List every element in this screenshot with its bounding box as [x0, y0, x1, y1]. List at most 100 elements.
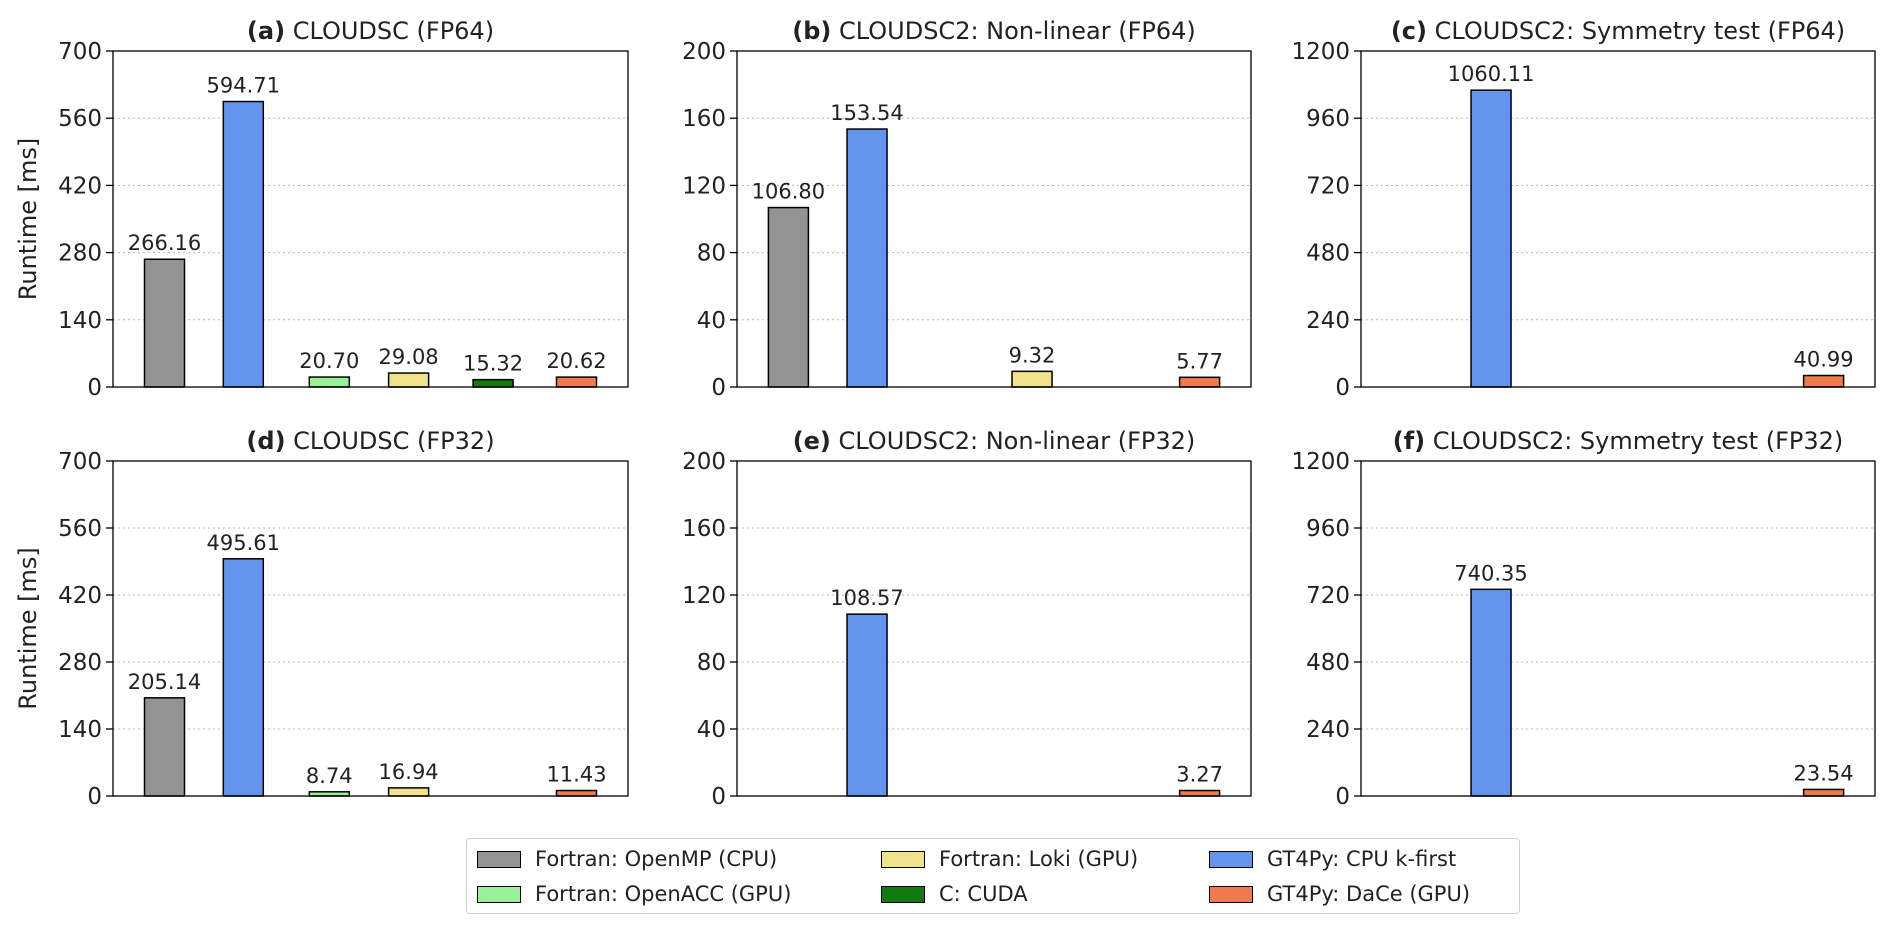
- bar: [1470, 89, 1512, 388]
- legend: Fortran: OpenMP (CPU) Fortran: OpenACC (…: [466, 838, 1520, 914]
- bar: [222, 100, 265, 388]
- data-label: 266.16: [128, 231, 201, 255]
- y-tick-label: 560: [58, 106, 102, 132]
- bar: [555, 789, 598, 797]
- bar: [387, 787, 430, 797]
- legend-label: Fortran: Loki (GPU): [939, 847, 1139, 871]
- bar: [846, 128, 888, 388]
- y-tick-label: 0: [711, 375, 726, 401]
- chart-title: (b) CLOUDSC2: Non-linear (FP64): [792, 17, 1196, 45]
- data-label: 153.54: [830, 101, 903, 125]
- legend-item: Fortran: Loki (GPU): [881, 845, 1138, 873]
- legend-swatch: [881, 850, 925, 868]
- data-label: 20.62: [546, 349, 606, 373]
- data-label: 15.32: [463, 352, 523, 376]
- y-tick-label: 480: [1306, 241, 1350, 267]
- panel-title: CLOUDSC (FP32): [286, 427, 495, 455]
- data-label: 106.80: [752, 180, 825, 204]
- y-tick-label: 280: [58, 241, 102, 267]
- chart-panel: 0 140 280 420 560 700 205.14 495.61 8.74 16.94 11.…: [14, 427, 629, 810]
- data-label: 8.74: [306, 764, 353, 788]
- chart-title: (e) CLOUDSC2: Non-linear (FP32): [793, 427, 1196, 455]
- plot-frame: [112, 460, 629, 797]
- y-tick-label: 80: [697, 241, 726, 267]
- y-tick-label: 120: [682, 173, 726, 199]
- chart-panel: 0 240 480 720 960 1200 740.35 23.54 (f) CLOUDSC2…: [1291, 427, 1876, 810]
- bar: [1802, 374, 1845, 388]
- data-label: 23.54: [1794, 761, 1854, 785]
- panel-letter: (e): [793, 427, 831, 455]
- chart-title: (d) CLOUDSC (FP32): [246, 427, 494, 455]
- y-axis-label: Runtime [ms]: [14, 138, 42, 300]
- data-label: 740.35: [1454, 561, 1527, 585]
- y-tick-label: 0: [87, 784, 102, 810]
- bar: [555, 376, 598, 388]
- chart-panel: 0 140 280 420 560 700 266.16 594.71 20.70 29.08 15…: [14, 17, 629, 401]
- legend-swatch: [477, 885, 521, 903]
- data-label: 9.32: [1009, 343, 1056, 367]
- panel-title: CLOUDSC2: Non-linear (FP32): [831, 427, 1195, 455]
- legend-label: GT4Py: CPU k-first: [1267, 847, 1457, 871]
- y-tick-label: 720: [1306, 583, 1350, 609]
- panel-letter: (c): [1391, 17, 1427, 45]
- y-tick-label: 140: [58, 717, 102, 743]
- y-tick-label: 160: [682, 516, 726, 542]
- legend-label: GT4Py: DaCe (GPU): [1267, 882, 1471, 906]
- legend-item: C: CUDA: [881, 880, 1028, 908]
- legend-item: Fortran: OpenACC (GPU): [477, 880, 791, 908]
- legend-swatch: [1209, 885, 1253, 903]
- bar: [1802, 788, 1845, 797]
- y-tick-label: 960: [1306, 516, 1350, 542]
- legend-item: GT4Py: DaCe (GPU): [1209, 880, 1470, 908]
- data-label: 5.77: [1176, 349, 1223, 373]
- bar: [1178, 789, 1221, 797]
- y-tick-label: 420: [58, 583, 102, 609]
- chart-panel: 0 40 80 120 160 200 106.80 153.54 9.32 5.77 (b) CL…: [682, 17, 1252, 401]
- bar: [143, 258, 186, 388]
- legend-label: C: CUDA: [939, 882, 1028, 906]
- y-tick-label: 140: [58, 308, 102, 334]
- y-tick-label: 420: [58, 173, 102, 199]
- plot-frame: [1360, 50, 1876, 388]
- y-tick-label: 240: [1306, 717, 1350, 743]
- y-tick-label: 200: [682, 39, 726, 65]
- data-label: 29.08: [379, 345, 439, 369]
- data-label: 11.43: [546, 763, 606, 787]
- y-tick-label: 0: [87, 375, 102, 401]
- legend-item: Fortran: OpenMP (CPU): [477, 845, 777, 873]
- data-label: 594.71: [207, 74, 280, 98]
- chart-panel: 0 40 80 120 160 200 108.57 3.27 (e) CLOUDSC2: No…: [682, 427, 1252, 810]
- y-tick-label: 700: [58, 39, 102, 65]
- panel-letter: (b): [792, 17, 831, 45]
- y-tick-label: 720: [1306, 173, 1350, 199]
- bar: [222, 558, 265, 797]
- data-label: 20.70: [299, 349, 359, 373]
- y-tick-label: 1200: [1291, 449, 1350, 475]
- y-tick-label: 480: [1306, 650, 1350, 676]
- panel-letter: (f): [1393, 427, 1425, 455]
- data-label: 3.27: [1176, 763, 1223, 787]
- bar: [846, 613, 888, 797]
- panel-letter: (a): [247, 17, 285, 45]
- bar: [1011, 370, 1053, 388]
- data-label: 495.61: [207, 531, 280, 555]
- legend-label: Fortran: OpenMP (CPU): [535, 847, 778, 871]
- chart-panel: 0 240 480 720 960 1200 1060.11 40.99 (c) CLOUDSC…: [1291, 17, 1876, 401]
- data-label: 40.99: [1794, 348, 1854, 372]
- data-label: 1060.11: [1448, 62, 1535, 86]
- plot-frame: [736, 50, 1252, 388]
- panel-title: CLOUDSC2: Symmetry test (FP32): [1425, 427, 1843, 455]
- bar: [767, 206, 810, 388]
- plot-frame: [112, 50, 629, 388]
- y-tick-label: 160: [682, 106, 726, 132]
- plot-frame: [1360, 460, 1876, 797]
- data-label: 16.94: [379, 760, 439, 784]
- y-tick-label: 1200: [1291, 39, 1350, 65]
- bar: [143, 697, 186, 797]
- y-tick-label: 0: [711, 784, 726, 810]
- legend-item: GT4Py: CPU k-first: [1209, 845, 1456, 873]
- panel-title: CLOUDSC2: Non-linear (FP64): [831, 17, 1195, 45]
- y-tick-label: 200: [682, 449, 726, 475]
- bar: [1470, 588, 1512, 797]
